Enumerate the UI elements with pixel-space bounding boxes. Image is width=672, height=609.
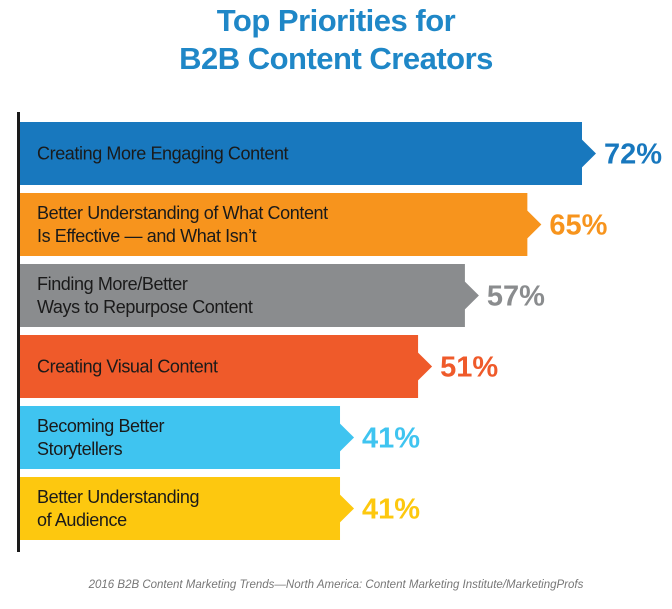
chart-title-line-2: B2B Content Creators xyxy=(179,41,493,76)
bar-group: Finding More/Better Ways to Repurpose Con… xyxy=(20,264,545,327)
source-note: 2016 B2B Content Marketing Trends—North … xyxy=(88,579,584,591)
bar-category-label: Ways to Repurpose Content xyxy=(37,297,253,317)
bar-category-label: Creating Visual Content xyxy=(37,357,218,377)
bar xyxy=(20,477,355,540)
bar-value-label: 65% xyxy=(549,210,607,242)
chart-title: Top Priorities for B2B Content Creators xyxy=(0,2,672,78)
bar-group: Better Understanding of Audience 41% xyxy=(20,477,420,540)
bar xyxy=(20,406,355,469)
bar xyxy=(20,335,433,398)
chart-title-line-1: Top Priorities for xyxy=(216,3,456,38)
bar-category-label: Is Effective — and What Isn’t xyxy=(37,226,257,246)
bar xyxy=(20,193,542,256)
bar-category-label: Better Understanding xyxy=(37,487,199,507)
bar-category-label: Better Understanding of What Content xyxy=(37,203,328,223)
bar-group: Creating More Engaging Content 72% xyxy=(20,122,662,185)
bar-category-label: Becoming Better xyxy=(37,416,164,436)
category-axis-line xyxy=(17,112,20,552)
bar-value-label: 41% xyxy=(362,494,420,526)
bar-value-label: 51% xyxy=(440,352,498,384)
bar-category-label: of Audience xyxy=(37,510,127,530)
bar-category-label: Creating More Engaging Content xyxy=(37,144,289,164)
bar xyxy=(20,264,479,327)
bar-category-label: Finding More/Better xyxy=(37,274,188,294)
bar-group: Better Understanding of What Content Is E… xyxy=(20,193,608,256)
bar-group: Creating Visual Content 51% xyxy=(20,335,498,398)
bar-category-label: Storytellers xyxy=(37,439,123,459)
bar-value-label: 57% xyxy=(487,281,545,313)
bar-group: Becoming Better Storytellers 41% xyxy=(20,406,420,469)
bar-value-label: 41% xyxy=(362,423,420,455)
bar xyxy=(20,122,596,185)
bar-value-label: 72% xyxy=(604,139,662,171)
